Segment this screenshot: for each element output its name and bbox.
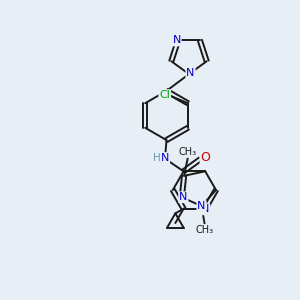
Text: CH₃: CH₃	[196, 225, 214, 235]
Text: N: N	[197, 201, 206, 211]
Text: N: N	[179, 192, 188, 202]
Text: N: N	[201, 204, 209, 214]
Text: N: N	[172, 35, 181, 46]
Text: N: N	[161, 153, 169, 163]
Text: CH₃: CH₃	[178, 147, 197, 157]
Text: Cl: Cl	[159, 90, 170, 100]
Text: O: O	[201, 151, 210, 164]
Text: N: N	[186, 68, 195, 78]
Text: H: H	[153, 153, 160, 163]
